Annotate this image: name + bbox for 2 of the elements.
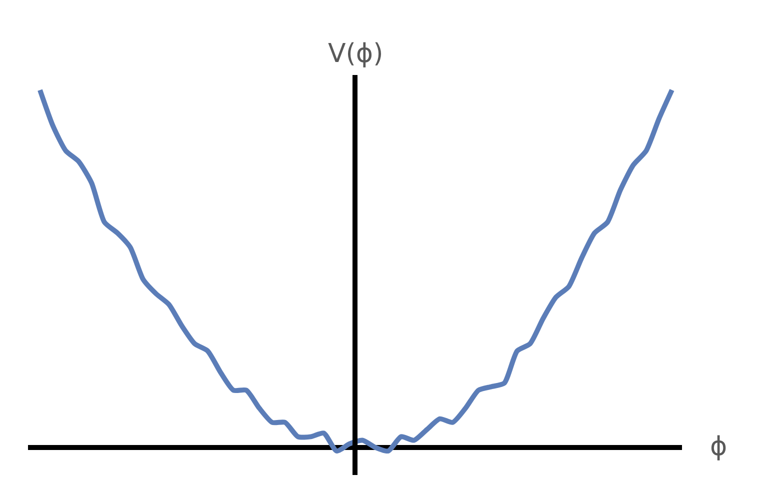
y-axis-title: V(ϕ) xyxy=(328,39,384,69)
x-axis-title: ϕ xyxy=(710,432,728,462)
